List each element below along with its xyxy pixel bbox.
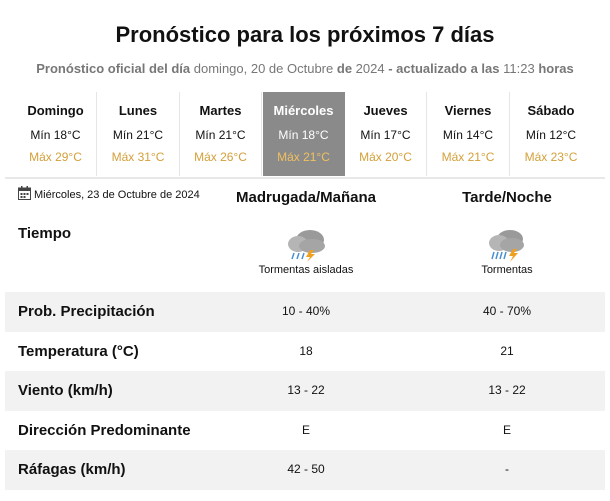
row-label: Tiempo xyxy=(18,225,72,242)
day-name: Domingo xyxy=(27,103,84,118)
day-min: Mín 21°C xyxy=(195,128,246,142)
row-value: 21 xyxy=(500,343,514,358)
day-cell: Martes Mín 21°C Máx 26°C xyxy=(180,92,262,176)
row-value: 13 - 22 xyxy=(287,383,325,398)
day-cell: Miércoles Mín 18°C Máx 21°C xyxy=(262,92,345,176)
weather-icon xyxy=(288,230,325,262)
column-header: Madrugada/Mañana xyxy=(235,189,377,206)
day-cell: Domingo Mín 18°C Máx 29°C xyxy=(15,92,97,176)
row-value: 18 xyxy=(299,343,313,358)
day-min: Mín 18°C xyxy=(30,128,81,142)
day-max: Máx 26°C xyxy=(194,150,247,164)
row-value: 40 - 70% xyxy=(482,304,532,318)
weather-description: Tormentas aisladas xyxy=(258,264,354,276)
subtitle-part: horas xyxy=(538,61,574,76)
row-background xyxy=(5,410,605,451)
subtitle-part: domingo, 20 de Octubre xyxy=(193,61,334,76)
date: Miércoles, 23 de Octubre de 2024 xyxy=(34,189,200,201)
row-label: Dirección Predominante xyxy=(18,421,191,439)
subtitle-part: 11:23 xyxy=(503,61,535,76)
row-value: - xyxy=(505,462,509,477)
day-max: Máx 31°C xyxy=(111,150,165,164)
day-min: Mín 12°C xyxy=(525,128,577,142)
day-name: Jueves xyxy=(363,103,408,118)
subtitle-part: 2024 xyxy=(355,61,385,76)
day-name: Lunes xyxy=(118,103,158,118)
subtitle: Pronóstico oficial del día domingo, 20 d… xyxy=(0,61,610,76)
row-value: 10 - 40% xyxy=(281,304,331,318)
day-name: Viernes xyxy=(444,103,492,118)
row-label: Prob. Precipitación xyxy=(18,303,155,320)
day-min: Mín 14°C xyxy=(442,128,494,142)
day-max: Máx 20°C xyxy=(359,150,412,164)
day-cell: Viernes Mín 14°C Máx 21°C xyxy=(428,92,510,176)
title: Pronóstico para los próximos 7 días xyxy=(115,22,495,47)
row-background xyxy=(5,450,605,491)
day-name: Sábado xyxy=(527,103,575,118)
calendar-icon xyxy=(18,186,31,200)
day-max: Máx 21°C xyxy=(277,150,330,164)
day-min: Mín 18°C xyxy=(278,128,329,142)
day-cell: Jueves Mín 17°C Máx 20°C xyxy=(345,92,427,176)
subtitle-part: - actualizado a las xyxy=(388,61,500,76)
row-label: Ráfagas (km/h) xyxy=(18,461,126,479)
subtitle-part: Pronóstico oficial del día xyxy=(36,61,191,76)
day-min: Mín 17°C xyxy=(360,128,411,142)
row-background xyxy=(5,292,605,332)
row-value: E xyxy=(502,422,511,437)
day-name: Martes xyxy=(199,103,242,118)
weather-icon xyxy=(489,230,524,262)
subtitle-part: de xyxy=(336,61,353,76)
day-max: Máx 29°C xyxy=(29,150,82,164)
day-name: Miércoles xyxy=(273,103,334,118)
row-value: E xyxy=(301,422,310,437)
separator xyxy=(5,177,605,179)
day-cell: Lunes Mín 21°C Máx 31°C xyxy=(98,92,180,176)
row-background xyxy=(5,331,605,372)
day-min: Mín 21°C xyxy=(112,128,164,142)
row-value: 13 - 22 xyxy=(488,383,526,398)
row-background xyxy=(5,371,605,412)
day-max: Máx 21°C xyxy=(441,150,495,164)
day-max: Máx 23°C xyxy=(524,150,578,164)
weather-description: Tormentas xyxy=(481,264,533,276)
day-cell: Sábado Mín 12°C Máx 23°C xyxy=(510,92,592,176)
row-label: Viento (km/h) xyxy=(18,382,113,400)
row-value: 42 - 50 xyxy=(287,462,325,477)
column-header: Tarde/Noche xyxy=(462,189,552,206)
row-label: Temperatura (°C) xyxy=(18,342,139,360)
